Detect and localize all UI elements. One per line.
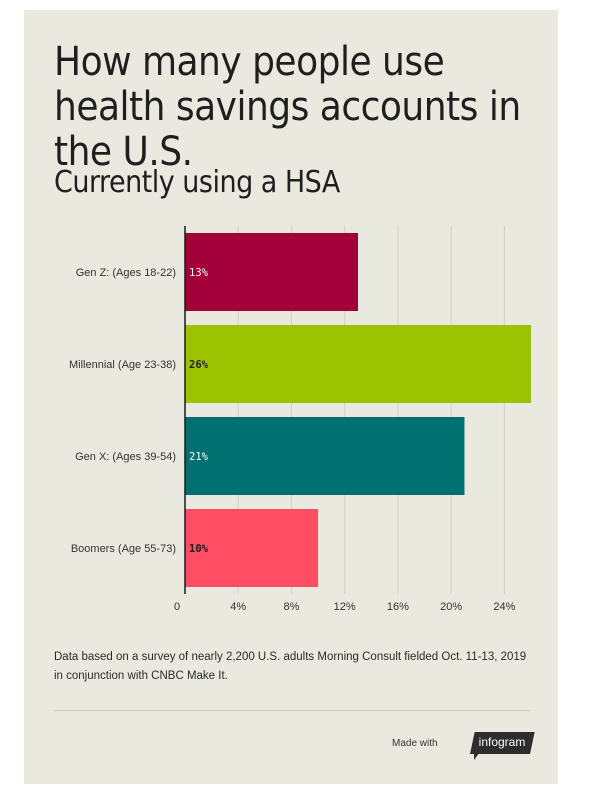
infogram-logo-text: infogram [478, 735, 526, 749]
made-with-label: Made with [392, 738, 438, 749]
category-label-1: Millennial (Age 23-38) [69, 359, 176, 371]
category-label-3: Boomers (Age 55-73) [71, 543, 176, 555]
data-label-3: 10% [189, 543, 209, 555]
category-label-0: Gen Z: (Ages 18-22) [76, 267, 176, 279]
x-tick-label-4: 4% [230, 601, 246, 613]
bar-2 [185, 417, 465, 495]
footer-divider [54, 710, 530, 711]
x-tick-label-16: 16% [387, 601, 409, 613]
chart-subtitle: Currently using a HSA [54, 165, 340, 200]
data-label-2: 21% [189, 451, 209, 463]
x-tick-label-8: 8% [284, 601, 300, 613]
bar-0 [185, 233, 358, 311]
data-label-0: 13% [189, 267, 209, 279]
data-label-1: 26% [189, 359, 209, 371]
x-tick-label-0: 0 [174, 601, 180, 613]
infogram-logo[interactable]: infogram [470, 732, 535, 762]
infographic-card: How many people use health savings accou… [24, 10, 558, 784]
x-tick-label-24: 24% [493, 601, 515, 613]
x-tick-label-12: 12% [334, 601, 356, 613]
chart-title: How many people use health savings accou… [54, 39, 521, 175]
category-label-2: Gen X: (Ages 39-54) [75, 451, 176, 463]
source-note: Data based on a survey of nearly 2,200 U… [54, 651, 527, 682]
infogram-logo-tail [474, 752, 480, 760]
x-tick-label-20: 20% [440, 601, 462, 613]
bar-1 [185, 325, 531, 403]
bar-3 [185, 509, 319, 587]
bar-chart: 13% Gen Z: (Ages 18-22) 26% Millennial (Age… [69, 226, 531, 613]
